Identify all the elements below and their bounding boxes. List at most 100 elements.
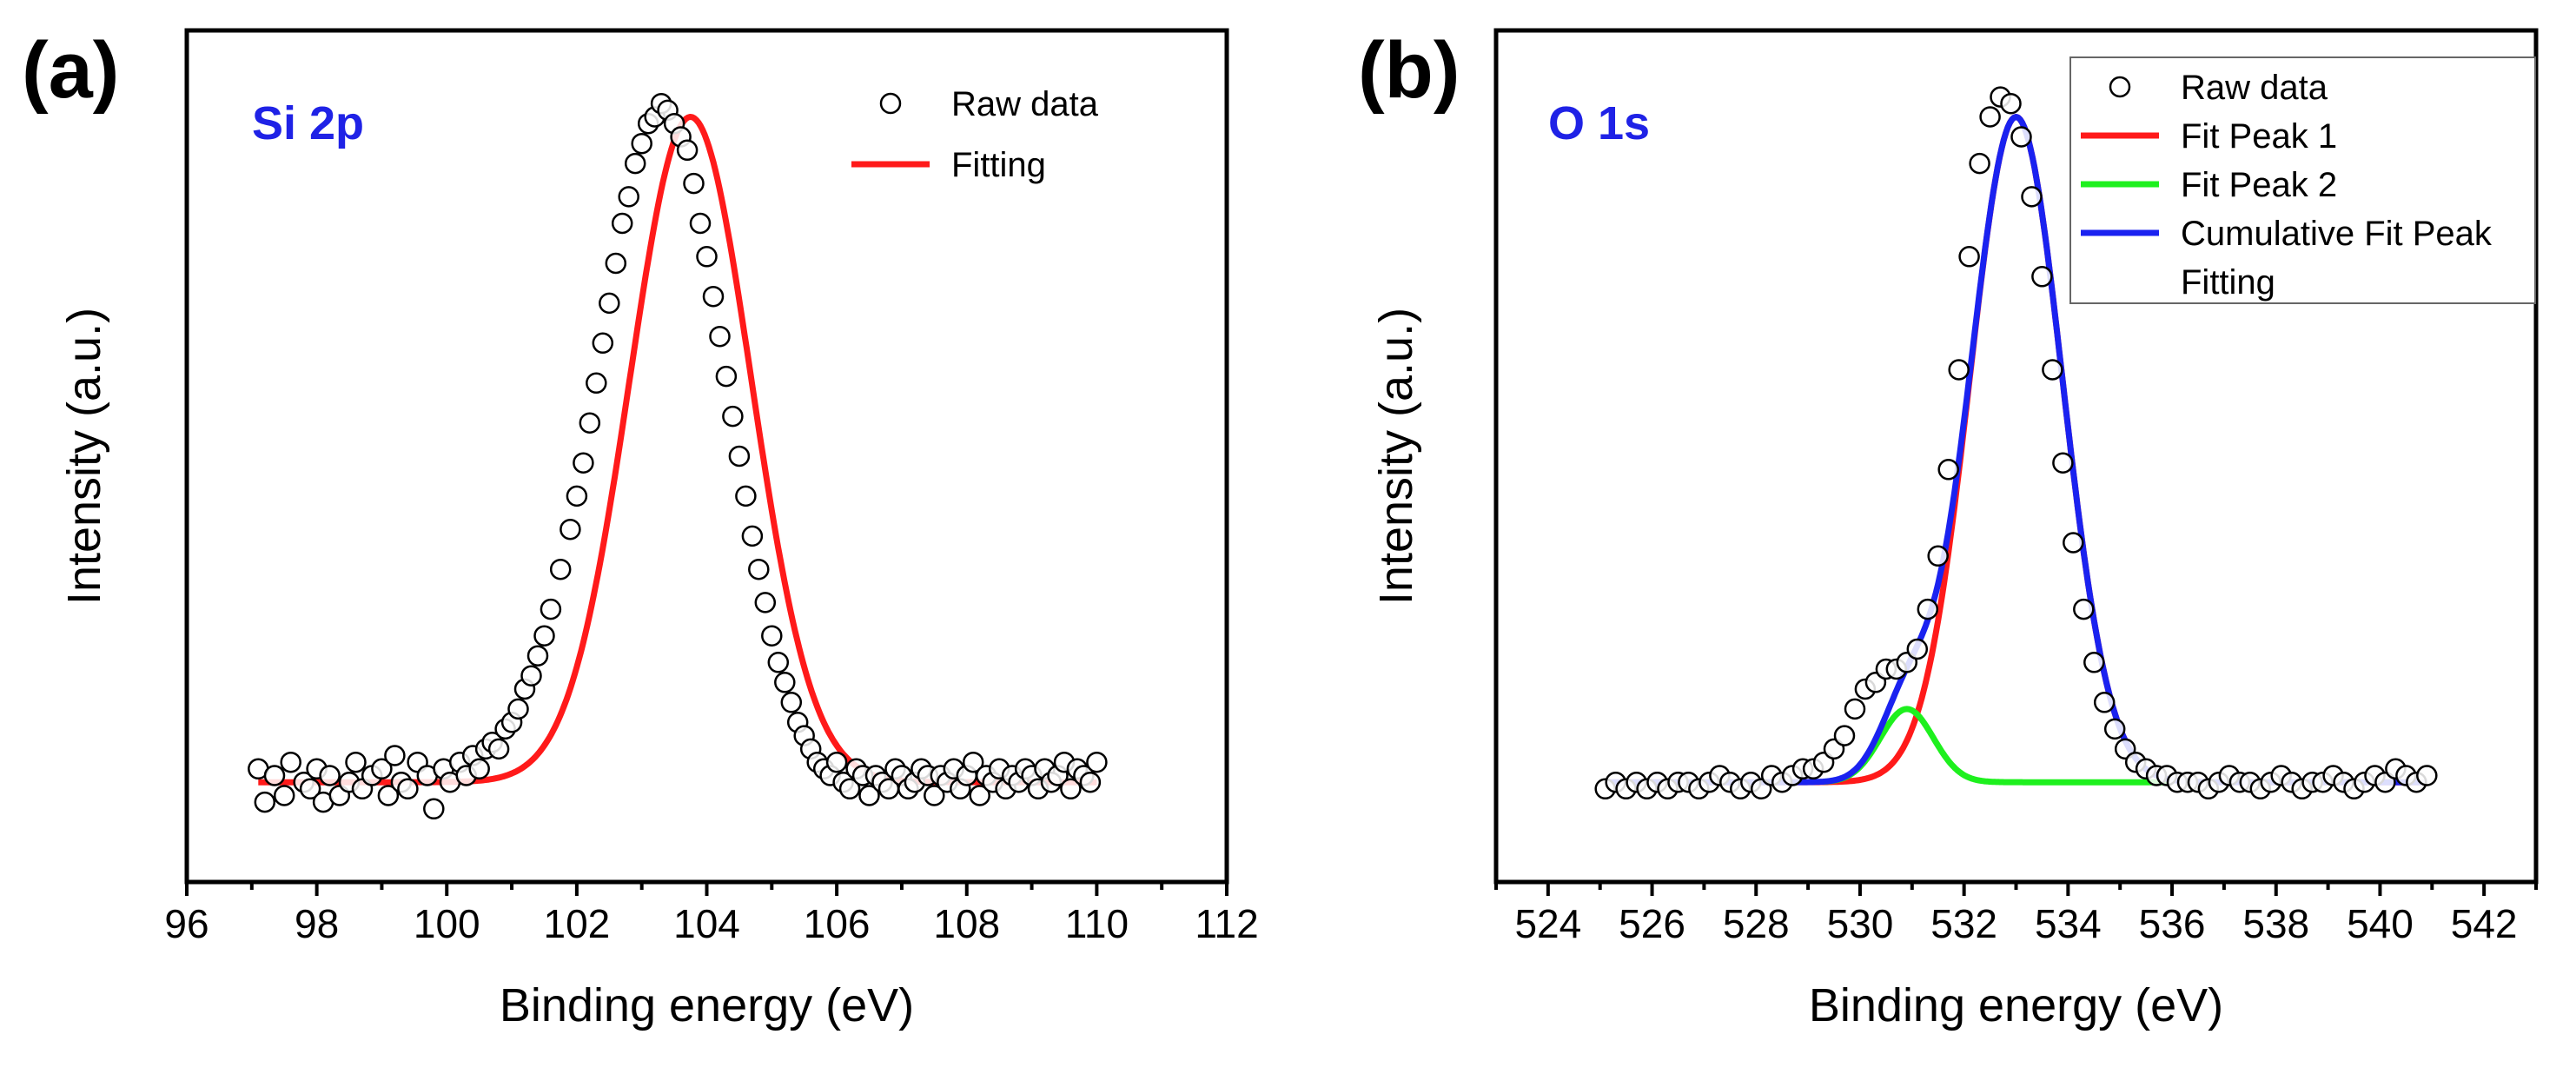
- legend-entry-label: Fitting: [951, 146, 1046, 184]
- raw-data-point: [962, 751, 984, 773]
- x-tick-label: 528: [1723, 901, 1790, 946]
- series-line-fit-peak-2: [1821, 706, 2169, 786]
- x-tick-label: 526: [1619, 901, 1685, 946]
- raw-data-point: [1927, 545, 1949, 567]
- raw-data-point: [969, 785, 990, 806]
- legend-entry-label: Fit Peak 2: [2181, 166, 2337, 204]
- raw-data-point: [676, 139, 699, 162]
- raw-data-point: [858, 785, 880, 806]
- raw-data-point: [683, 172, 705, 195]
- series-line-fitting: [257, 114, 1098, 786]
- chart-panel-b: (b) 524 526 528 530 532 534 536 538 540 542 Binding…: [1358, 26, 2539, 1031]
- raw-data-point: [526, 645, 549, 667]
- raw-data-points: [1594, 86, 2438, 800]
- raw-data-point: [689, 212, 712, 235]
- raw-data-point: [549, 558, 572, 580]
- raw-data-point: [254, 791, 276, 813]
- raw-data-point: [1937, 459, 1959, 481]
- raw-data-point: [1979, 106, 2001, 128]
- raw-data-point: [371, 758, 393, 780]
- raw-data-point: [468, 758, 490, 780]
- raw-data-point: [263, 765, 286, 786]
- x-tick-label: 542: [2451, 901, 2518, 946]
- raw-data-point: [280, 751, 301, 773]
- raw-data-point: [2031, 266, 2053, 288]
- raw-data-point: [1917, 598, 1939, 620]
- raw-data-point: [2063, 532, 2084, 554]
- raw-data-point: [397, 778, 419, 800]
- raw-data-point: [754, 592, 777, 613]
- panel-label: (b): [1358, 26, 1460, 115]
- raw-data-point: [579, 412, 601, 434]
- raw-data-point: [520, 665, 542, 686]
- raw-data-point: [1844, 698, 1866, 720]
- raw-data-point: [825, 751, 848, 773]
- raw-data-point: [573, 452, 594, 474]
- y-axis-title: Intensity (a.u.): [1370, 308, 1422, 605]
- raw-data-point: [748, 558, 770, 580]
- raw-data-point: [507, 698, 529, 720]
- raw-data-point: [715, 365, 738, 388]
- raw-data-point: [2021, 186, 2043, 208]
- raw-data-point: [1833, 725, 1856, 746]
- raw-data-point: [2000, 92, 2022, 115]
- raw-data-point: [423, 798, 445, 820]
- raw-data-point: [586, 372, 607, 395]
- x-tick-label: 536: [2139, 901, 2206, 946]
- x-tick-label: 104: [673, 901, 740, 946]
- raw-data-point: [2083, 652, 2105, 673]
- raw-data-point: [566, 485, 588, 507]
- raw-data-point: [611, 212, 633, 235]
- raw-data-point: [605, 252, 627, 275]
- raw-data-point: [2093, 692, 2116, 713]
- raw-data-points: [248, 92, 1108, 820]
- raw-data-point: [774, 672, 796, 693]
- raw-data-point: [1948, 359, 1970, 381]
- raw-data-point: [592, 332, 614, 355]
- x-tick-label: 106: [804, 901, 871, 946]
- x-tick-label: 540: [2347, 901, 2414, 946]
- x-tick-label: 538: [2242, 901, 2309, 946]
- raw-data-point: [1906, 638, 1929, 660]
- raw-data-point: [2010, 126, 2032, 148]
- raw-data-point: [631, 132, 652, 155]
- legend-marker-icon: [879, 92, 902, 115]
- legend: Raw data Fitting: [851, 85, 1099, 184]
- raw-data-point: [599, 292, 620, 315]
- x-tick-label: 98: [295, 901, 339, 946]
- raw-data-point: [1060, 778, 1082, 800]
- raw-data-point: [735, 485, 757, 507]
- raw-data-point: [696, 246, 718, 268]
- raw-data-point: [709, 325, 731, 348]
- raw-data-point: [624, 152, 646, 175]
- x-axis-title: Binding energy (eV): [500, 979, 914, 1031]
- raw-data-point: [1958, 246, 1980, 268]
- raw-data-point: [560, 518, 581, 540]
- legend-marker-icon: [2109, 76, 2131, 98]
- x-tick-label: 110: [1065, 901, 1129, 946]
- x-tick-label: 108: [933, 901, 1000, 946]
- raw-data-point: [533, 625, 555, 647]
- legend-entry-label: Fit Peak 1: [2181, 117, 2337, 156]
- raw-data-point: [273, 785, 295, 806]
- raw-data-point: [1079, 771, 1102, 793]
- raw-data-point: [741, 525, 764, 547]
- x-tick-label: 532: [1930, 901, 1997, 946]
- x-tick-label: 534: [2035, 901, 2102, 946]
- raw-data-point: [345, 751, 367, 773]
- legend-entry-label: Cumulative Fit Peak: [2181, 215, 2493, 253]
- raw-data-point: [1969, 152, 1990, 175]
- inner-title: Si 2p: [252, 97, 364, 149]
- x-tick-label: 100: [414, 901, 480, 946]
- raw-data-point: [487, 738, 510, 760]
- raw-data-point: [838, 778, 861, 800]
- legend-entry-label: Raw data: [951, 85, 1099, 123]
- y-axis-title: Intensity (a.u.): [58, 308, 110, 605]
- raw-data-point: [2042, 359, 2063, 381]
- legend-entry-label: Raw data: [2181, 69, 2328, 107]
- raw-data-point: [2073, 598, 2095, 620]
- raw-data-point: [767, 652, 790, 673]
- raw-data-point: [2103, 718, 2126, 740]
- raw-data-point: [1086, 751, 1108, 773]
- raw-data-point: [2052, 452, 2074, 474]
